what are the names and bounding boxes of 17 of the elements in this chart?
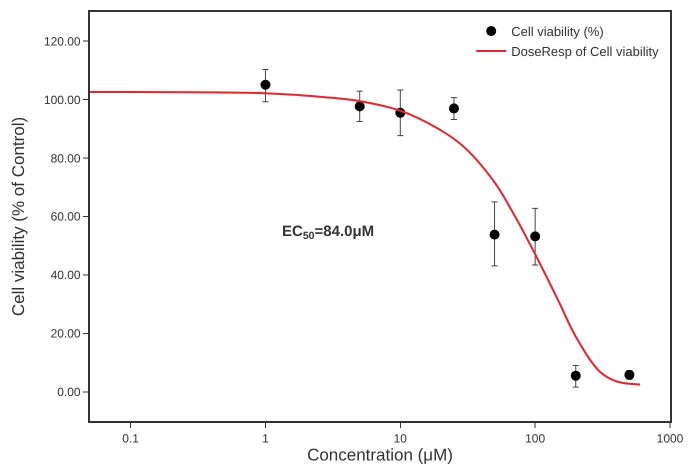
x-tick-label: 1 [262,431,270,446]
x-tick-label: 100 [525,431,546,446]
x-axis-title: Concentration (μM) [307,445,453,464]
x-tick-label: 1000 [656,431,684,446]
y-tick-label: 100.00 [44,92,81,107]
y-tick-label: 20.00 [50,326,81,341]
y-axis-title: Cell viability (% of Control) [8,116,28,316]
legend-label: Cell viability (%) [511,24,604,40]
y-tick-label: 120.00 [44,34,81,48]
annotation: EC$_{50}$=84.0μM [282,223,374,242]
y-tick-label: 80.00 [50,151,81,166]
x-tick-label: 0.1 [122,431,140,446]
y-tick-label: 60.00 [50,210,81,224]
legend-label: DoseResp of Cell viability [511,44,660,60]
x-tick-label: 10 [394,431,408,446]
y-tick-label: 40.00 [50,268,81,282]
y-tick-label: 0.00 [57,384,81,399]
